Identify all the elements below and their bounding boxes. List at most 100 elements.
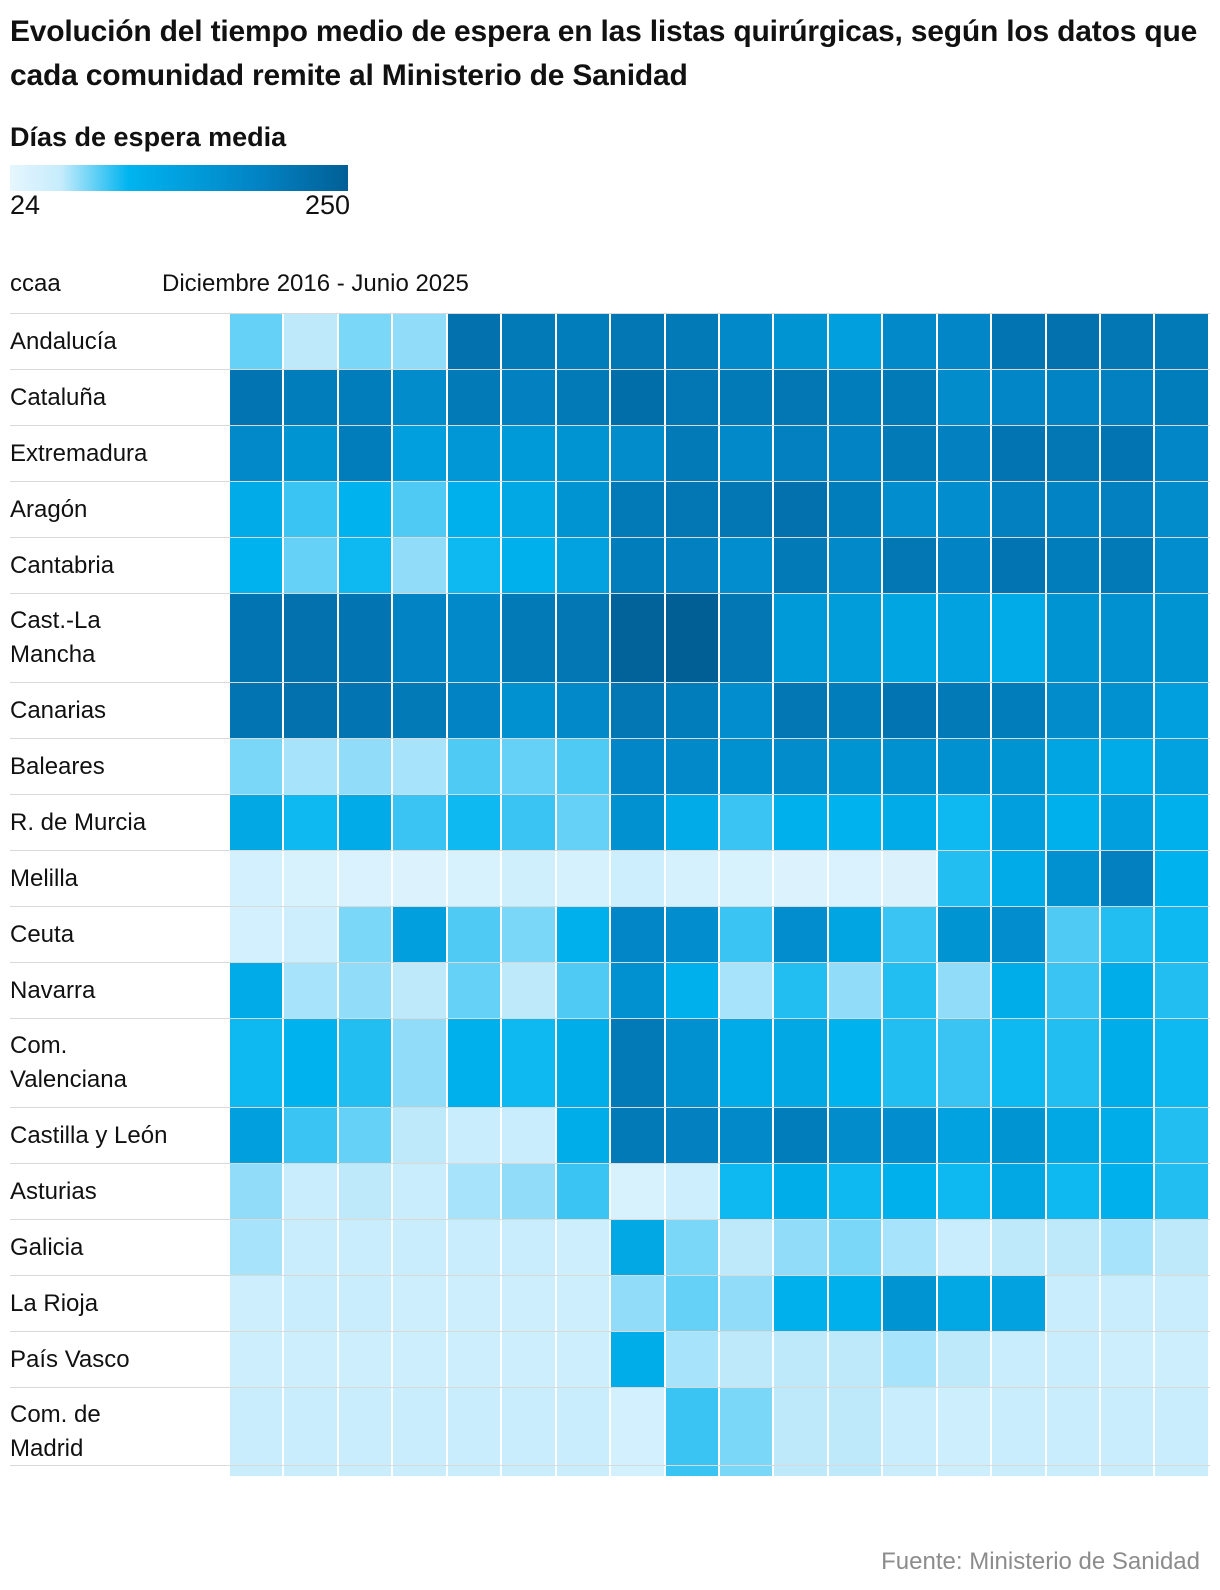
heatmap-cell [937, 1019, 993, 1107]
heatmap-cell [992, 1220, 1047, 1275]
legend-min-label: 24 [10, 190, 41, 220]
heatmap-cell [665, 739, 720, 794]
heatmap-cell [447, 314, 503, 369]
heatmap-cell [828, 907, 884, 962]
heatmap-cell [665, 1164, 720, 1219]
heatmap-cell [393, 426, 448, 481]
heatmap-cell [338, 907, 394, 962]
row-label: Melilla [10, 864, 79, 892]
heatmap-cell [1101, 538, 1156, 593]
heatmap-cell [665, 314, 720, 369]
heatmap-cell [338, 1019, 394, 1107]
heatmap-cell [611, 851, 666, 906]
heatmap-cell [611, 426, 666, 481]
period-header-label: Diciembre 2016 - Junio 2025 [162, 270, 469, 297]
heatmap-cell [284, 370, 339, 425]
heatmap-cell [883, 1388, 938, 1476]
heatmap-cell [1046, 795, 1101, 850]
heatmap-cell [992, 482, 1047, 537]
heatmap-row: R. de Murcia [10, 794, 1210, 850]
heatmap-cell [774, 1164, 829, 1219]
heatmap-cell [1101, 1388, 1156, 1476]
heatmap-cell [1101, 683, 1156, 738]
heatmap-cell [338, 1388, 394, 1476]
heatmap-cell [1155, 538, 1210, 593]
heatmap-cell [230, 1164, 285, 1219]
heatmap-cell [719, 314, 775, 369]
heatmap-cell [556, 1388, 612, 1476]
heatmap-cell [883, 314, 938, 369]
heatmap-cell [230, 314, 285, 369]
heatmap-cell [1046, 1220, 1101, 1275]
heatmap-cell [719, 426, 775, 481]
heatmap-cell [719, 482, 775, 537]
heatmap-cell [1046, 1108, 1101, 1163]
heatmap-cell [719, 795, 775, 850]
heatmap-row: Aragón [10, 481, 1210, 537]
heatmap-cell [883, 1220, 938, 1275]
heatmap-cell [774, 594, 829, 682]
heatmap-cell [447, 1332, 503, 1387]
heatmap-cell [937, 594, 993, 682]
heatmap-cell [393, 1220, 448, 1275]
heatmap-cell [774, 795, 829, 850]
heatmap-cell [393, 795, 448, 850]
heatmap-row: Extremadura [10, 425, 1210, 481]
heatmap-cell [719, 1332, 775, 1387]
heatmap-cell [665, 426, 720, 481]
heatmap-cell [937, 851, 993, 906]
heatmap-cell [883, 1019, 938, 1107]
heatmap-cell [284, 482, 339, 537]
heatmap-cell [611, 370, 666, 425]
heatmap-cell [284, 963, 339, 1018]
heatmap-cell [230, 426, 285, 481]
heatmap-cell [611, 1019, 666, 1107]
heatmap-cell [774, 1332, 829, 1387]
heatmap-cell [992, 1019, 1047, 1107]
heatmap-cell [719, 1388, 775, 1476]
heatmap-cell [230, 1220, 285, 1275]
heatmap-cell [556, 1332, 612, 1387]
heatmap-cell [338, 1332, 394, 1387]
heatmap-cell [665, 1108, 720, 1163]
heatmap-cell [665, 482, 720, 537]
heatmap-row: La Rioja [10, 1275, 1210, 1331]
heatmap-cell [665, 1332, 720, 1387]
heatmap-cell [1046, 851, 1101, 906]
heatmap-cell [774, 1388, 829, 1476]
heatmap-cell [502, 482, 557, 537]
heatmap-cell [338, 683, 394, 738]
heatmap-cell [665, 594, 720, 682]
heatmap-cell [502, 1332, 557, 1387]
heatmap-cell [1101, 907, 1156, 962]
heatmap-cell [393, 1164, 448, 1219]
heatmap-cell [230, 1108, 285, 1163]
heatmap-cell [883, 482, 938, 537]
heatmap-row: Ceuta [10, 906, 1210, 962]
heatmap-cell [393, 594, 448, 682]
heatmap-cell [1046, 683, 1101, 738]
heatmap-cell [937, 314, 993, 369]
heatmap-cell [937, 1108, 993, 1163]
heatmap-cell [338, 1220, 394, 1275]
heatmap-cell [556, 851, 612, 906]
heatmap-cell [230, 739, 285, 794]
heatmap-cell [338, 1108, 394, 1163]
heatmap-cell [611, 795, 666, 850]
heatmap-row: País Vasco [10, 1331, 1210, 1387]
source-note: Fuente: Ministerio de Sanidad [881, 1548, 1200, 1575]
row-label: La Rioja [10, 1289, 99, 1317]
heatmap-row: Galicia [10, 1219, 1210, 1275]
heatmap-cell [447, 907, 503, 962]
heatmap-cell [1155, 426, 1210, 481]
heatmap-cell [719, 370, 775, 425]
row-label: Ceuta [10, 920, 75, 948]
heatmap-cell [502, 963, 557, 1018]
heatmap-cell [230, 963, 285, 1018]
heatmap-cell [447, 482, 503, 537]
heatmap-cell [556, 739, 612, 794]
heatmap-cell [937, 426, 993, 481]
heatmap-cell [447, 594, 503, 682]
heatmap-cell [1155, 370, 1210, 425]
heatmap-row: Com. Valenciana [10, 1018, 1210, 1107]
